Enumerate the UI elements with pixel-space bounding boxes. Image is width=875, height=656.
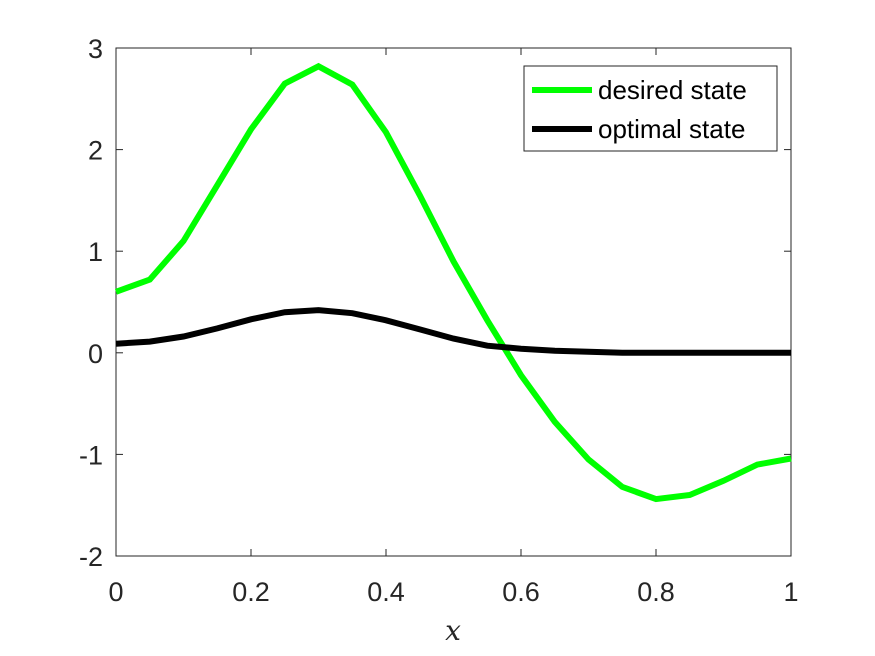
x-axis-label: x (445, 614, 461, 647)
y-tick-label: 1 (88, 237, 103, 267)
axis-tick-labels: 0 0.2 0.4 0.6 0.8 1 -2 -1 0 1 2 3 (79, 34, 799, 607)
x-tick-label: 0 (108, 577, 123, 607)
x-tick-label: 1 (783, 577, 798, 607)
legend-box (523, 65, 778, 152)
series-line-desired-state (114, 62, 792, 503)
y-tick-label: -1 (79, 440, 103, 470)
y-tick-label: 0 (88, 339, 103, 369)
legend-label-desired-state: desired state (598, 75, 747, 105)
x-tick-label: 0.2 (232, 577, 270, 607)
series-lines (114, 62, 792, 503)
legend-label-optimal-state: optimal state (598, 114, 745, 144)
y-tick-label: 2 (88, 136, 103, 166)
y-tick-label: -2 (79, 542, 103, 572)
x-tick-label: 0.6 (502, 577, 540, 607)
x-tick-label: 0.4 (367, 577, 405, 607)
legend: desired state optimal state (523, 65, 778, 152)
x-tick-label: 0.8 (637, 577, 675, 607)
y-tick-label: 3 (88, 34, 103, 64)
series-line-optimal-state (115, 307, 791, 356)
